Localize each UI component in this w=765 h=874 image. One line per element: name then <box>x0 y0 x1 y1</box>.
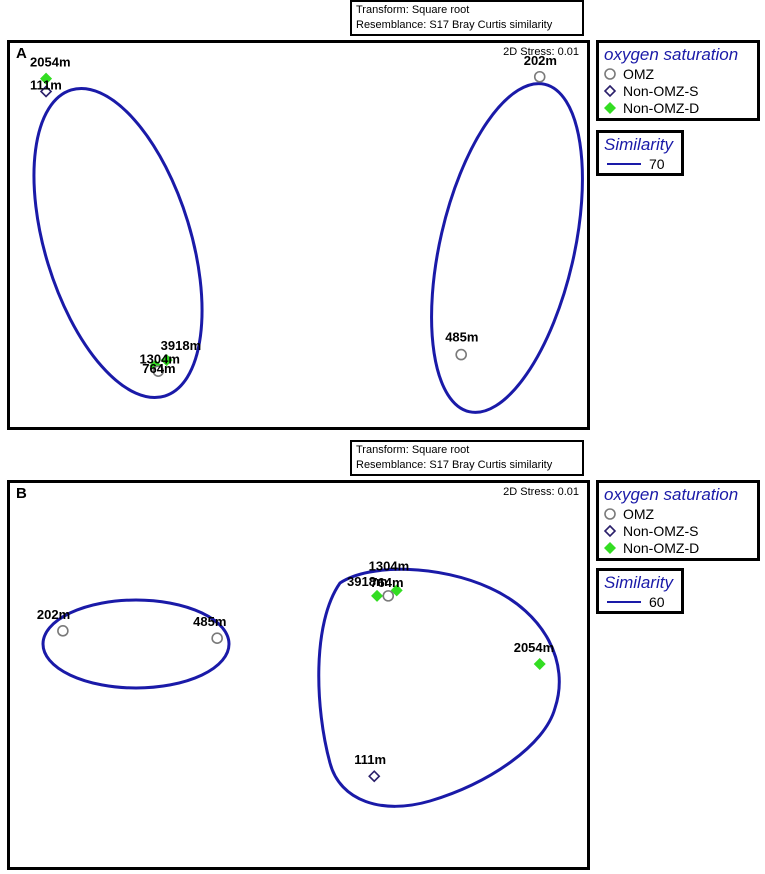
point-omz-marker <box>152 365 165 377</box>
legend-item-omz: OMZ <box>599 65 757 82</box>
point-omz-marker <box>533 70 546 83</box>
similarity-title: Similarity <box>604 135 673 154</box>
panel-a: Transform: Square root Resemblance: S17 … <box>0 0 765 430</box>
transform-text: Transform: Square root <box>356 444 470 456</box>
open-diamond-icon <box>603 524 617 537</box>
similarity-row: 70 <box>599 155 681 173</box>
legend-label: Non-OMZ-D <box>623 539 700 556</box>
point-label: 1304m <box>139 352 179 367</box>
legend: oxygen saturation OMZ Non-OMZ-S Non-OMZ-… <box>596 480 760 561</box>
legend-item-non-omz-d: Non-OMZ-D <box>599 539 757 556</box>
point-label: 202m <box>37 607 70 622</box>
transform-text: Transform: Square root <box>356 4 470 16</box>
contour-line-icon <box>607 601 641 603</box>
point-label: 764m <box>142 361 175 376</box>
legend-item-omz: OMZ <box>599 505 757 522</box>
plot-area: A 2D Stress: 0.01 2054m 111m 202m 3918m 1304… <box>7 40 590 430</box>
similarity-legend: Similarity 70 <box>596 130 684 176</box>
point-omz-marker <box>382 590 395 602</box>
resemblance-text: Resemblance: S17 Bray Curtis similarity <box>356 19 553 31</box>
point-label: 202m <box>524 53 557 68</box>
point-non-omz-d-marker <box>40 72 53 85</box>
open-circle-icon <box>604 507 616 520</box>
point-non-omz-d-marker <box>533 657 546 670</box>
point-label: 764m <box>370 575 403 590</box>
similarity-contour <box>317 567 561 808</box>
stress-value: 2D Stress: 0.01 <box>503 486 579 498</box>
transform-info-box: Transform: Square root Resemblance: S17 … <box>350 440 584 476</box>
legend-item-non-omz-s: Non-OMZ-S <box>599 82 757 99</box>
point-label: 2054m <box>514 640 554 655</box>
point-label: 485m <box>445 330 478 345</box>
point-non-omz-d-marker <box>390 584 403 597</box>
transform-info-box: Transform: Square root Resemblance: S17 … <box>350 0 584 36</box>
plot-area: B 2D Stress: 0.01 202m 485m 3918m 1304m 764m… <box>7 480 590 870</box>
panel-letter: B <box>16 485 27 502</box>
legend-item-non-omz-d: Non-OMZ-D <box>599 99 757 116</box>
point-omz-marker <box>455 348 467 361</box>
point-non-omz-d-marker <box>160 354 173 367</box>
similarity-contour <box>430 82 584 414</box>
similarity-contour <box>32 87 204 399</box>
legend-title: oxygen saturation <box>604 45 739 64</box>
legend-label: OMZ <box>623 505 655 522</box>
point-label: 3918m <box>161 338 201 353</box>
point-label: 3918m <box>347 574 387 589</box>
filled-diamond-icon <box>604 101 616 114</box>
legend-label: Non-OMZ-S <box>623 82 699 99</box>
point-non-omz-s-marker <box>368 770 381 783</box>
open-circle-icon <box>604 67 616 80</box>
legend-item-non-omz-s: Non-OMZ-S <box>599 522 757 539</box>
similarity-value: 70 <box>649 156 665 172</box>
contour-line-icon <box>607 163 641 165</box>
point-label: 111m <box>30 77 62 92</box>
similarity-legend: Similarity 60 <box>596 568 684 614</box>
legend-label: Non-OMZ-S <box>623 522 699 539</box>
point-omz-marker <box>211 632 223 644</box>
point-label: 2054m <box>30 55 70 70</box>
point-non-omz-d-marker <box>371 589 384 602</box>
resemblance-text: Resemblance: S17 Bray Curtis similarity <box>356 459 553 471</box>
stress-value: 2D Stress: 0.01 <box>503 46 579 58</box>
similarity-row: 60 <box>599 593 681 611</box>
filled-diamond-icon <box>604 541 616 554</box>
point-omz-marker <box>57 625 69 637</box>
point-label: 485m <box>193 614 226 629</box>
legend-title: oxygen saturation <box>604 485 739 504</box>
legend-label: OMZ <box>623 65 655 82</box>
legend-label: Non-OMZ-D <box>623 99 700 116</box>
similarity-contour <box>41 598 231 690</box>
panel-b: Transform: Square root Resemblance: S17 … <box>0 440 765 870</box>
panel-letter: A <box>16 45 27 62</box>
point-non-omz-s-marker <box>39 85 53 98</box>
similarity-value: 60 <box>649 594 665 610</box>
open-diamond-icon <box>603 84 617 97</box>
point-label: 1304m <box>369 558 409 573</box>
point-label: 111m <box>354 752 386 767</box>
similarity-title: Similarity <box>604 573 673 592</box>
legend: oxygen saturation OMZ Non-OMZ-S Non-OMZ-… <box>596 40 760 121</box>
